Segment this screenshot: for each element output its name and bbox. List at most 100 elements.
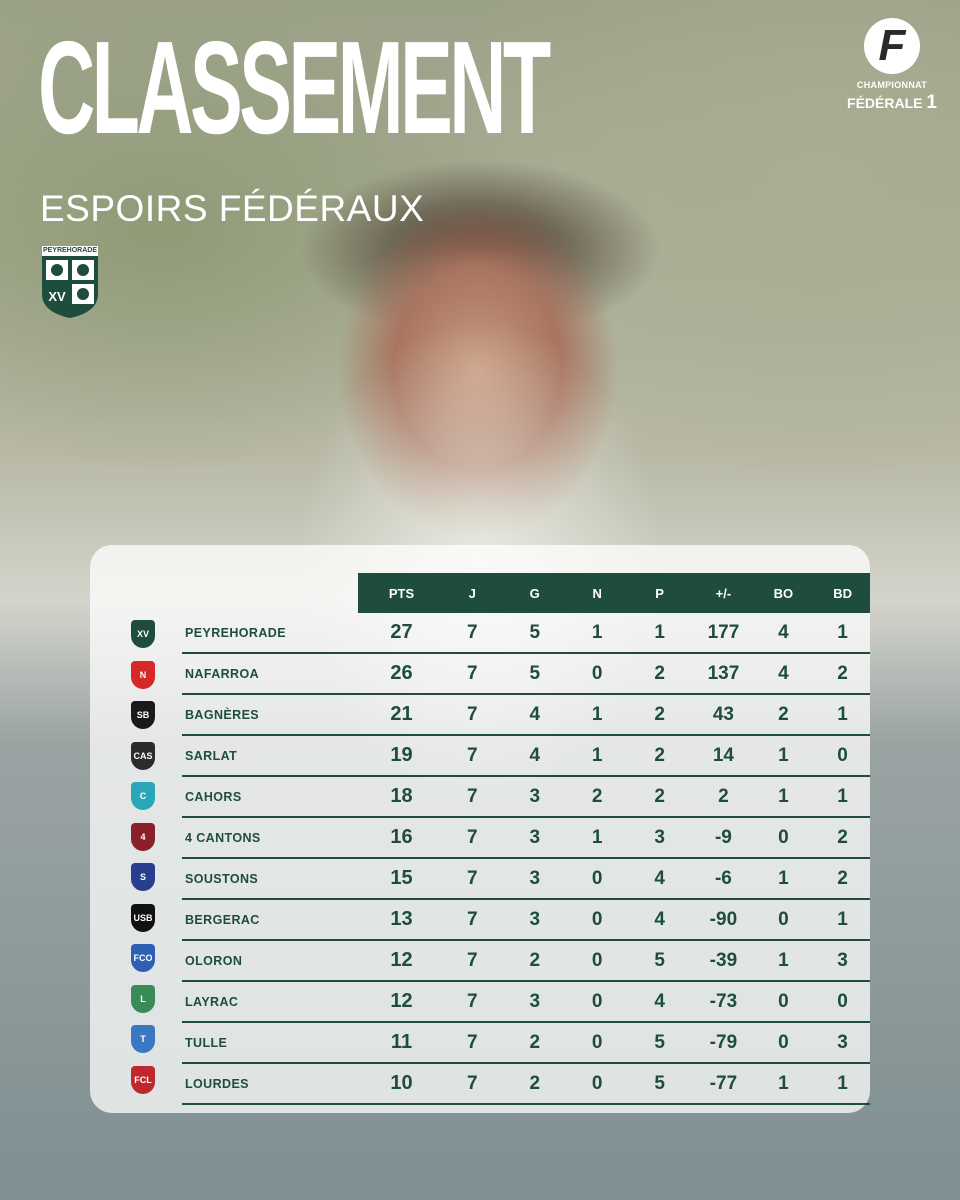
team-logo: XV: [128, 619, 158, 649]
table-row: 4 CANTONS 16 7 3 1 3 -9 0 2: [182, 817, 870, 859]
team-logo: T: [128, 1024, 158, 1054]
header-bd: BD: [815, 573, 870, 613]
cell-bo: 1: [751, 735, 816, 777]
cell-pts: 27: [357, 613, 446, 654]
cell-n: 1: [570, 735, 625, 777]
cell-bo: 0: [751, 1022, 816, 1064]
team-logo: USB: [128, 903, 158, 933]
cell-bo: 0: [751, 981, 816, 1023]
team-crest-icon: N: [131, 660, 155, 689]
cell-n: 0: [570, 858, 625, 900]
cell-p: 5: [624, 1063, 696, 1105]
team-crest-icon: T: [131, 1025, 155, 1053]
cell-pts: 11: [357, 1022, 446, 1064]
cell-diff: -90: [695, 899, 752, 941]
cell-n: 0: [570, 1063, 625, 1105]
cell-j: 7: [445, 940, 500, 982]
table-row: BERGERAC 13 7 3 0 4 -90 0 1: [182, 899, 870, 941]
club-crest: PEYREHORADE XV: [42, 246, 98, 318]
cell-j: 7: [445, 653, 500, 695]
table-row: SOUSTONS 15 7 3 0 4 -6 1 2: [182, 858, 870, 900]
cell-bd: 3: [815, 1022, 870, 1064]
standings-panel: XV N SB CAS C 4 S USB FCO L T FCL PTS J G N P +/- B…: [90, 545, 870, 1113]
cell-n: 1: [570, 613, 625, 654]
team-logo: FCO: [128, 943, 158, 973]
team-logo: N: [128, 660, 158, 690]
league-name-line1: CHAMPIONNAT: [856, 80, 928, 90]
team-crest-icon: S: [131, 863, 155, 891]
cell-j: 7: [445, 858, 500, 900]
cell-j: 7: [445, 1063, 500, 1105]
cell-diff: -77: [695, 1063, 752, 1105]
cell-j: 7: [445, 613, 500, 654]
team-name: SOUSTONS: [182, 858, 358, 900]
cell-p: 5: [624, 1022, 696, 1064]
cell-pts: 18: [357, 776, 446, 818]
team-logo: FCL: [128, 1065, 158, 1095]
team-name: LAYRAC: [182, 981, 358, 1023]
team-name: CAHORS: [182, 776, 358, 818]
cell-g: 3: [499, 899, 571, 941]
cell-p: 2: [624, 694, 696, 736]
cell-p: 5: [624, 940, 696, 982]
club-crest-name: PEYREHORADE: [42, 246, 98, 256]
team-name: PEYREHORADE: [182, 613, 358, 654]
table-row: TULLE 11 7 2 0 5 -79 0 3: [182, 1022, 870, 1064]
league-division: FÉDÉRALE: [847, 95, 923, 111]
cell-bo: 1: [751, 1063, 816, 1105]
team-name: SARLAT: [182, 735, 358, 777]
cell-bo: 4: [751, 613, 816, 654]
team-crest-icon: L: [131, 984, 155, 1013]
header-bo: BO: [751, 573, 816, 613]
cell-pts: 15: [357, 858, 446, 900]
cell-g: 3: [499, 981, 571, 1023]
cell-g: 2: [499, 1022, 571, 1064]
cell-bd: 2: [815, 653, 870, 695]
cell-diff: -73: [695, 981, 752, 1023]
cell-diff: -9: [695, 817, 752, 859]
cell-diff: -6: [695, 858, 752, 900]
team-logo: C: [128, 781, 158, 811]
team-name: BAGNÈRES: [182, 694, 358, 736]
header-diff: +/-: [695, 573, 752, 613]
team-name: LOURDES: [182, 1063, 358, 1105]
cell-n: 2: [570, 776, 625, 818]
cell-bo: 2: [751, 694, 816, 736]
cell-bo: 0: [751, 899, 816, 941]
cell-pts: 16: [357, 817, 446, 859]
cell-g: 2: [499, 940, 571, 982]
table-row: LAYRAC 12 7 3 0 4 -73 0 0: [182, 981, 870, 1023]
cell-bd: 0: [815, 735, 870, 777]
cell-pts: 19: [357, 735, 446, 777]
team-name: TULLE: [182, 1022, 358, 1064]
cell-g: 2: [499, 1063, 571, 1105]
cell-n: 1: [570, 694, 625, 736]
cell-diff: 177: [695, 613, 752, 654]
cell-bo: 4: [751, 653, 816, 695]
team-crest-icon: C: [131, 782, 155, 810]
team-logo: SB: [128, 700, 158, 730]
cell-p: 2: [624, 776, 696, 818]
cell-p: 2: [624, 735, 696, 777]
team-crest-icon: SB: [131, 701, 155, 729]
table-body: PEYREHORADE 27 7 5 1 1 177 4 1 NAFARROA 26 7 5 0 2 137 4…: [182, 613, 870, 1105]
cell-diff: 14: [695, 735, 752, 777]
cell-p: 4: [624, 899, 696, 941]
cell-bo: 0: [751, 817, 816, 859]
cell-bd: 1: [815, 1063, 870, 1105]
cell-pts: 26: [357, 653, 446, 695]
header-g: G: [499, 573, 571, 613]
cell-bo: 1: [751, 858, 816, 900]
cell-p: 1: [624, 613, 696, 654]
cell-n: 0: [570, 940, 625, 982]
header-team: [182, 573, 358, 613]
cell-diff: -79: [695, 1022, 752, 1064]
team-crest-icon: 4: [131, 822, 155, 851]
cell-pts: 12: [357, 940, 446, 982]
league-logo: F CHAMPIONNAT FÉDÉRALE 1: [844, 18, 940, 113]
cell-bd: 1: [815, 613, 870, 654]
league-f-icon: F: [864, 18, 920, 74]
cell-p: 4: [624, 981, 696, 1023]
table-row: BAGNÈRES 21 7 4 1 2 43 2 1: [182, 694, 870, 736]
